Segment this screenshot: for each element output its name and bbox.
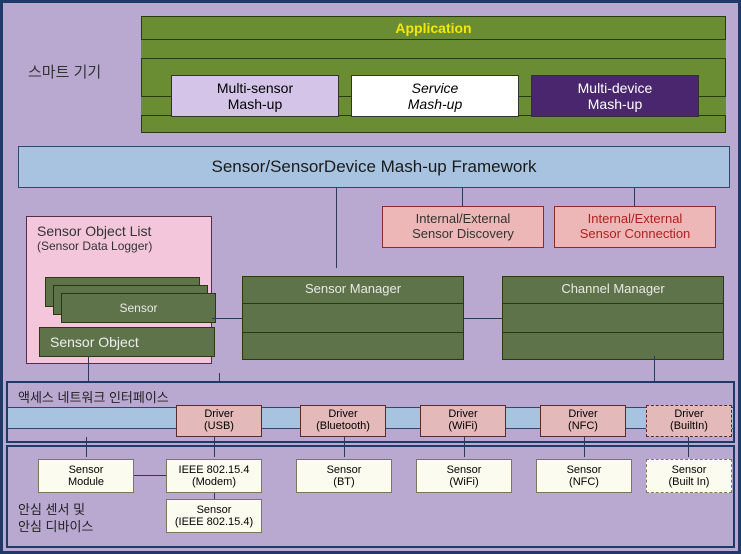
driver-bluetooth-box: Driver (Bluetooth) — [300, 405, 386, 437]
multi-device-mashup-box: Multi-device Mash-up — [531, 75, 699, 117]
multi-device-l2: Mash-up — [588, 96, 642, 112]
sensor-bt-box: Sensor (BT) — [296, 459, 392, 493]
sensor-object-box: Sensor Object — [39, 327, 215, 357]
sensor-object-list-box: Sensor Object List (Sensor Data Logger) … — [26, 216, 212, 364]
driver-usb-box: Driver (USB) — [176, 405, 262, 437]
discovery-l1: Internal/External — [416, 212, 511, 227]
smart-device-region: 스마트 기기 Application Multi-sensor Mash-up … — [6, 6, 735, 377]
multi-sensor-l1: Multi-sensor — [217, 80, 293, 96]
multi-sensor-mashup-box: Multi-sensor Mash-up — [171, 75, 339, 117]
connector-vline — [214, 437, 215, 457]
multi-device-l1: Multi-device — [578, 80, 653, 96]
smart-device-label: 스마트 기기 — [28, 61, 101, 82]
sensor-wifi-box: Sensor (WiFi) — [416, 459, 512, 493]
connector-vline — [336, 188, 337, 268]
ieee-modem-box: IEEE 802.15.4 (Modem) — [166, 459, 262, 493]
sensor-card-top: Sensor — [61, 293, 216, 323]
connector-hline — [212, 318, 242, 319]
connector-vline — [344, 437, 345, 457]
sensor-discovery-box: Internal/External Sensor Discovery — [382, 206, 544, 248]
driver-usb: (USB) — [204, 421, 234, 433]
access-label: 액세스 네트워크 인터페이스 — [18, 387, 169, 406]
sensor-word: Sensor — [69, 464, 104, 476]
connector-vline — [86, 437, 87, 457]
connection-l1: Internal/External — [588, 212, 683, 227]
channel-manager-box: Channel Manager — [502, 276, 724, 360]
service-l2: Mash-up — [408, 96, 462, 112]
driver-wifi-box: Driver (WiFi) — [420, 405, 506, 437]
sensor-manager-label: Sensor Manager — [243, 277, 463, 296]
sensor-word: Sensor — [672, 464, 707, 476]
driver-wifi: (WiFi) — [448, 421, 477, 433]
framework-label: Sensor/SensorDevice Mash-up Framework — [211, 157, 536, 177]
multi-sensor-l2: Mash-up — [228, 96, 282, 112]
sensor-word: Sensor — [447, 464, 482, 476]
connector-vline — [688, 437, 689, 457]
mgr-divider — [243, 332, 463, 333]
bottom-region-label: 안심 센서 및 안심 디바이스 — [18, 502, 93, 536]
ieee-sub: (IEEE 802.15.4) — [175, 516, 253, 528]
connector-vline — [634, 188, 635, 208]
sensor-word: Sensor — [197, 504, 232, 516]
mgr-divider — [243, 303, 463, 304]
service-mashup-box: Service Mash-up — [351, 75, 519, 117]
connector-vline — [214, 493, 215, 499]
bt-label: (BT) — [333, 476, 354, 488]
framework-bar: Sensor/SensorDevice Mash-up Framework — [18, 146, 730, 188]
mgr-divider — [503, 332, 723, 333]
connection-l2: Sensor Connection — [580, 227, 691, 242]
architecture-diagram: 스마트 기기 Application Multi-sensor Mash-up … — [0, 0, 741, 554]
sensor-device-region: 안심 센서 및 안심 디바이스 Sensor Module IEEE 802.1… — [6, 445, 735, 548]
connector-vline — [219, 373, 220, 383]
bottom-l2: 안심 디바이스 — [18, 519, 93, 536]
sensor-word: Sensor — [567, 464, 602, 476]
driver-bluetooth: (Bluetooth) — [316, 421, 370, 433]
sensor-module-box: Sensor Module — [38, 459, 134, 493]
sensor-word: Sensor — [327, 464, 362, 476]
nfc-label: (NFC) — [569, 476, 599, 488]
channel-manager-label: Channel Manager — [503, 277, 723, 296]
connector-vline — [464, 437, 465, 457]
connector-vline — [462, 188, 463, 208]
application-label: Application — [141, 20, 726, 36]
bottom-l1: 안심 센서 및 — [18, 502, 93, 519]
connector-hline — [464, 318, 502, 319]
driver-nfc-box: Driver (NFC) — [540, 405, 626, 437]
green-rail-top — [141, 39, 726, 59]
module-word: Module — [68, 476, 104, 488]
driver-builtin: (BuiltIn) — [670, 421, 708, 433]
modem-label: (Modem) — [192, 476, 236, 488]
wifi-label: (WiFi) — [449, 476, 478, 488]
sensor-connection-box: Internal/External Sensor Connection — [554, 206, 716, 248]
builtin-label: (Built In) — [669, 476, 710, 488]
access-network-region: 액세스 네트워크 인터페이스 Driver (USB) Driver (Blue… — [6, 381, 735, 443]
driver-builtin-box: Driver (BuiltIn) — [646, 405, 732, 437]
sol-title: Sensor Object List — [27, 217, 211, 239]
sensor-manager-box: Sensor Manager — [242, 276, 464, 360]
connector-vline — [584, 437, 585, 457]
driver-nfc: (NFC) — [568, 421, 598, 433]
sol-subtitle: (Sensor Data Logger) — [27, 239, 211, 253]
connector-hline — [134, 475, 166, 476]
mgr-divider — [503, 303, 723, 304]
sensor-ieee-box: Sensor (IEEE 802.15.4) — [166, 499, 262, 533]
ieee-label: IEEE 802.15.4 — [179, 464, 250, 476]
discovery-l2: Sensor Discovery — [412, 227, 514, 242]
service-l1: Service — [412, 80, 459, 96]
sensor-nfc-box: Sensor (NFC) — [536, 459, 632, 493]
sensor-builtin-box: Sensor (Built In) — [646, 459, 732, 493]
